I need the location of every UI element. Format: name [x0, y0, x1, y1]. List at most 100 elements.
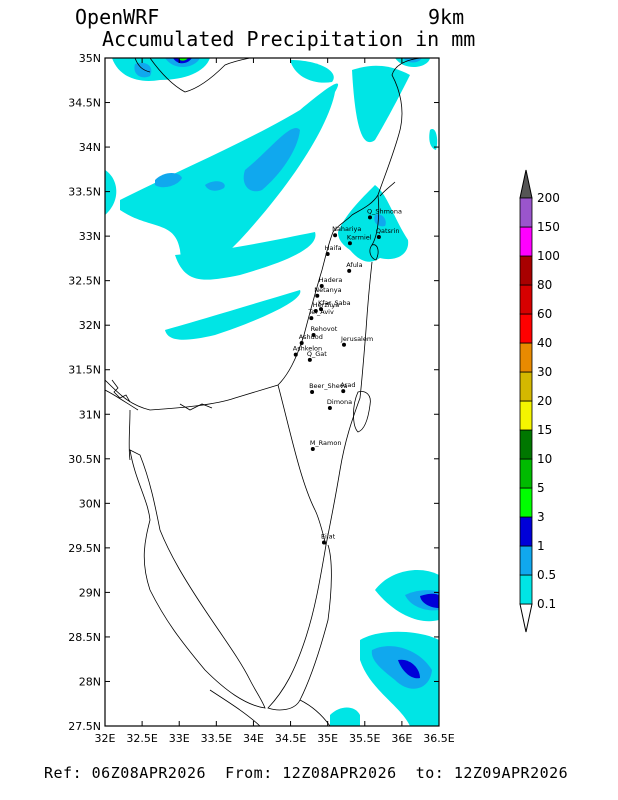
legend-level-label: 1	[537, 539, 545, 553]
city-marker	[376, 235, 381, 240]
legend-color-box	[519, 255, 533, 286]
city-marker	[321, 540, 326, 545]
city-label: Beer_Sheva	[309, 382, 347, 390]
legend-level-label: 60	[537, 307, 552, 321]
city-marker	[309, 316, 314, 321]
legend-under-arrow	[519, 603, 533, 633]
city-label: Rehovot	[311, 325, 338, 333]
legend-over-arrow	[519, 169, 533, 199]
field-title: Accumulated Precipitation in mm	[102, 27, 476, 51]
axis-layer: 35N 34.5N 34N 33.5N 33N 32.5N 32N 31.5N 31N 30.5N…	[68, 52, 455, 745]
legend-level-label: 3	[537, 510, 545, 524]
legend-level-label: 100	[537, 249, 560, 263]
legend-level-label: 20	[537, 394, 552, 408]
city-marker	[367, 215, 372, 220]
precipitation-shading	[105, 58, 439, 726]
city-marker	[319, 284, 324, 289]
legend-color-box	[519, 342, 533, 373]
lon-tick-label: 35E	[317, 732, 338, 745]
lon-tick-label: 33.5E	[201, 732, 232, 745]
city-marker	[333, 233, 338, 238]
city-marker	[347, 241, 352, 246]
ref-label: Ref:	[44, 764, 83, 782]
lat-tick-label: 28.5N	[68, 631, 101, 644]
legend-level-label: 80	[537, 278, 552, 292]
city-label: Q_Gat	[307, 350, 327, 358]
lon-tick-label: 35.5E	[349, 732, 380, 745]
legend-color-box	[519, 226, 533, 257]
model-title: OpenWRF	[75, 5, 160, 29]
legend-color-box	[519, 429, 533, 460]
legend-level-label: 150	[537, 220, 560, 234]
legend-level-label: 0.5	[537, 568, 556, 582]
legend-color-box	[519, 313, 533, 344]
city-marker	[310, 447, 315, 452]
to-time: 12Z09APR2026	[453, 764, 569, 782]
lat-tick-label: 30.5N	[68, 453, 101, 466]
from-time: 12Z08APR2026	[282, 764, 397, 782]
city-label: Afula	[346, 261, 362, 269]
lat-tick-label: 29N	[79, 586, 101, 599]
lat-tick-label: 33.5N	[68, 186, 101, 199]
lat-tick-label: 34N	[79, 141, 101, 154]
to-label: to:	[415, 764, 445, 782]
city-marker	[307, 357, 312, 362]
city-marker	[341, 389, 346, 394]
city-label: Herzliya	[313, 301, 339, 309]
city-label: Tel_Aviv	[307, 308, 334, 316]
legend-level-label: 0.1	[537, 597, 556, 611]
lon-tick-label: 36.5E	[423, 732, 454, 745]
lon-tick-label: 32.5E	[126, 732, 157, 745]
city-label: Karmiel	[347, 233, 372, 241]
lon-tick-label: 33E	[169, 732, 190, 745]
lat-tick-label: 31.5N	[68, 364, 101, 377]
city-label: Dimona	[327, 398, 352, 406]
city-label: Nahariya	[332, 225, 361, 233]
legend-color-box	[519, 458, 533, 489]
lon-tick-label: 34.5E	[275, 732, 306, 745]
city-label: Eilat	[321, 533, 336, 541]
lat-tick-label: 32.5N	[68, 275, 101, 288]
city-label: Ashdod	[299, 333, 323, 341]
city-marker	[325, 251, 330, 256]
legend-color-box	[519, 545, 533, 576]
city-marker	[299, 341, 304, 346]
city-label: Haifa	[325, 244, 342, 252]
legend-level-label: 200	[537, 191, 560, 205]
city-marker	[293, 352, 298, 357]
legend-level-label: 10	[537, 452, 552, 466]
lat-tick-label: 33N	[79, 230, 101, 243]
city-label: Ashkelon	[293, 345, 322, 353]
precipitation-legend: 0.1 0.5 1 3 5 10 15 20 30 40 60 80 100 150 200	[519, 169, 560, 633]
city-marker	[327, 406, 332, 411]
lat-tick-label: 30N	[79, 497, 101, 510]
city-marker	[318, 307, 323, 312]
resolution-label: 9km	[428, 5, 465, 29]
city-label: Q_Shmona	[367, 207, 402, 215]
city-label: Kfar_Saba	[318, 299, 351, 307]
legend-color-box	[519, 371, 533, 402]
legend-color-box	[519, 516, 533, 547]
lat-tick-label: 32N	[79, 319, 101, 332]
legend-color-box	[519, 400, 533, 431]
legend-level-label: 30	[537, 365, 552, 379]
legend-level-label: 40	[537, 336, 552, 350]
lat-tick-label: 31N	[79, 408, 101, 421]
city-marker	[315, 293, 320, 298]
city-label: Jerusalem	[340, 335, 373, 343]
city-label: Qatsrin	[376, 227, 400, 235]
map-frame	[104, 57, 440, 727]
legend-color-box	[519, 197, 533, 228]
lat-tick-label: 29.5N	[68, 542, 101, 555]
lon-tick-label: 32E	[95, 732, 116, 745]
lat-tick-label: 27.5N	[68, 720, 101, 733]
city-marker	[347, 268, 352, 273]
legend-color-box	[519, 284, 533, 315]
city-label: Netanya	[314, 286, 341, 294]
lon-tick-label: 34E	[243, 732, 264, 745]
city-label: Arad	[340, 381, 355, 389]
city-marker	[313, 308, 318, 313]
from-label: From:	[225, 764, 273, 782]
city-marker	[310, 390, 315, 394]
